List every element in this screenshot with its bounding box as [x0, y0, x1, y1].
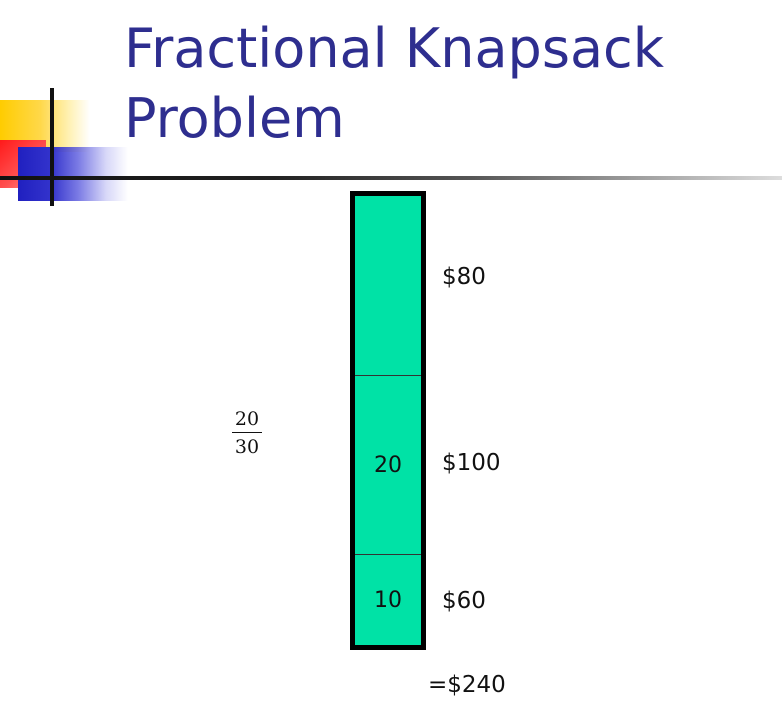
slide-title-line-1: Fractional Knapsack — [124, 17, 664, 80]
knapsack-segment-10: 10 — [355, 555, 421, 645]
slide-title: Fractional Knapsack Problem — [124, 14, 664, 154]
total-value: =$240 — [428, 672, 506, 698]
title-underline — [0, 176, 782, 180]
segment-weight-label: 20 — [374, 452, 402, 478]
fraction-label: 20 30 — [232, 408, 262, 458]
decor-blue-square — [18, 147, 128, 201]
fraction-numerator: 20 — [232, 408, 262, 433]
knapsack-column: 20 10 — [350, 191, 426, 650]
segment-value-80: $80 — [442, 264, 486, 290]
knapsack-segment-fraction — [355, 196, 421, 376]
knapsack-segment-20: 20 — [355, 376, 421, 555]
fraction-denominator: 30 — [234, 436, 260, 458]
segment-weight-label: 10 — [374, 587, 402, 613]
segment-value-60: $60 — [442, 588, 486, 614]
slide-title-line-2: Problem — [124, 87, 345, 150]
decor-vertical-line — [50, 88, 54, 206]
segment-value-100: $100 — [442, 450, 501, 476]
